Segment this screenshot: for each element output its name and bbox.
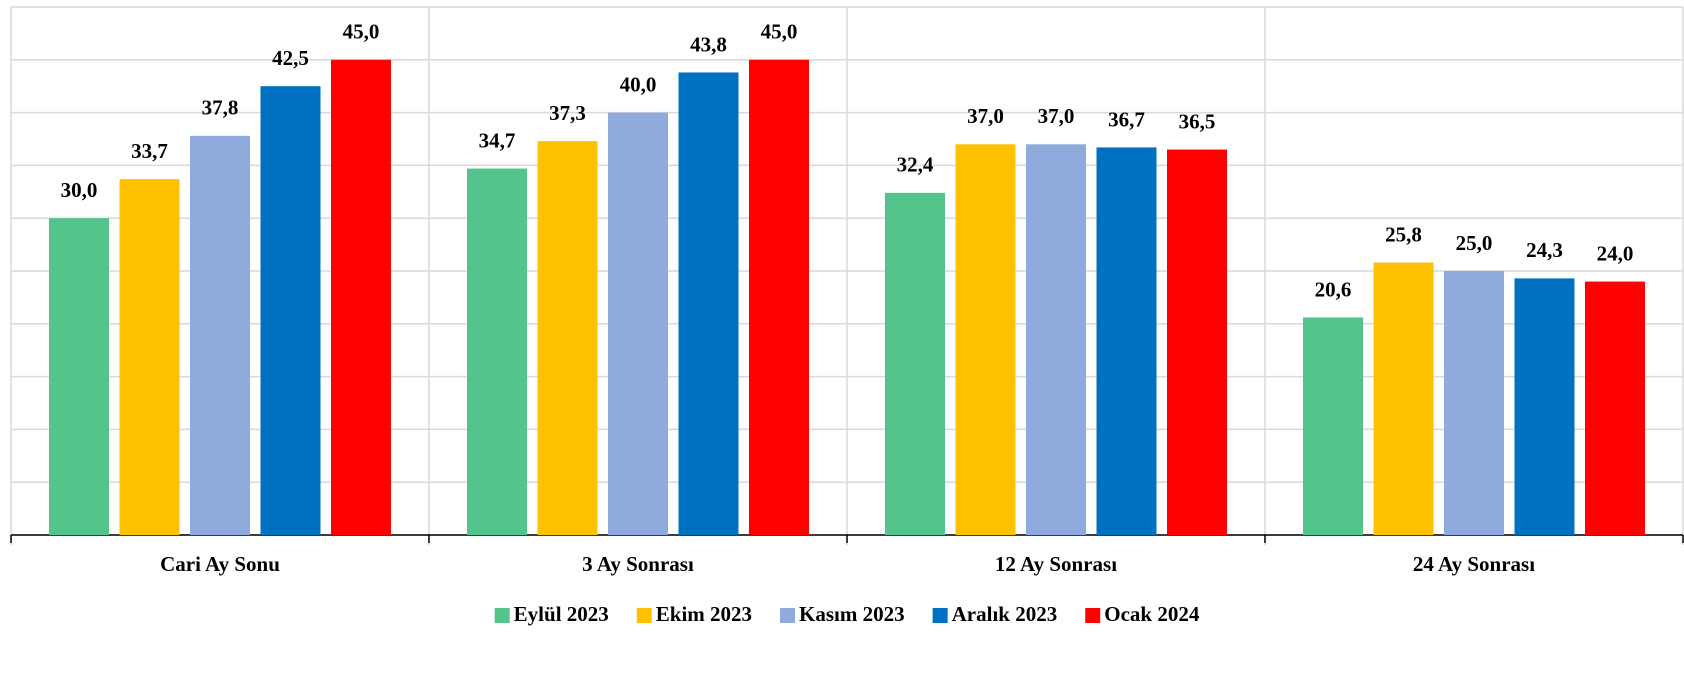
data-label: 20,6 [1315, 277, 1352, 301]
bar [331, 59, 391, 536]
bar [1585, 281, 1645, 535]
bar [537, 141, 598, 535]
legend-label: Eylül 2023 [514, 602, 609, 626]
data-label: 24,0 [1597, 241, 1634, 265]
bar [608, 112, 668, 535]
data-label: 24,3 [1526, 238, 1563, 262]
bar [678, 72, 739, 536]
data-label: 37,0 [1038, 104, 1075, 128]
legend-label: Ekim 2023 [656, 602, 752, 626]
bar [955, 144, 1016, 535]
legend-label: Kasım 2023 [799, 602, 905, 626]
data-label: 32,4 [897, 153, 934, 177]
bar [1303, 317, 1363, 535]
bar [1096, 147, 1157, 535]
legend-swatch [780, 608, 796, 623]
bar [1026, 144, 1086, 535]
bar [49, 218, 109, 535]
data-label: 36,7 [1108, 107, 1145, 131]
data-label: 25,8 [1385, 222, 1422, 246]
x-tick-label: Cari Ay Sonu [160, 552, 280, 576]
data-label: 34,7 [479, 128, 516, 152]
x-tick-label: 3 Ay Sonrası [582, 552, 694, 576]
bar [119, 179, 180, 536]
legend-swatch [494, 608, 510, 623]
data-label: 37,8 [202, 96, 239, 120]
legend-swatch [636, 608, 652, 623]
bar [1444, 271, 1504, 535]
bar [467, 168, 527, 535]
legend-label: Ocak 2024 [1104, 602, 1200, 626]
data-label: 40,0 [620, 72, 657, 96]
data-label: 42,5 [272, 46, 309, 70]
legend-swatch [1085, 608, 1101, 623]
data-label: 45,0 [761, 20, 798, 44]
x-tick-label: 12 Ay Sonrası [995, 552, 1117, 576]
bar [260, 86, 321, 535]
data-label: 37,0 [967, 104, 1004, 128]
legend-label: Aralık 2023 [952, 602, 1058, 626]
data-label: 30,0 [61, 178, 98, 202]
bar [1514, 278, 1575, 535]
bar [749, 59, 809, 536]
data-label: 36,5 [1179, 109, 1216, 133]
legend-swatch [932, 608, 948, 623]
data-label: 45,0 [343, 20, 380, 44]
x-tick-label: 24 Ay Sonrası [1413, 552, 1535, 576]
data-label: 25,0 [1456, 231, 1493, 255]
bar [885, 192, 945, 535]
bar [190, 135, 250, 535]
data-label: 37,3 [549, 101, 586, 125]
bar [1167, 149, 1227, 535]
bar [1373, 262, 1434, 535]
data-label: 33,7 [131, 139, 168, 163]
data-label: 43,8 [690, 32, 727, 56]
